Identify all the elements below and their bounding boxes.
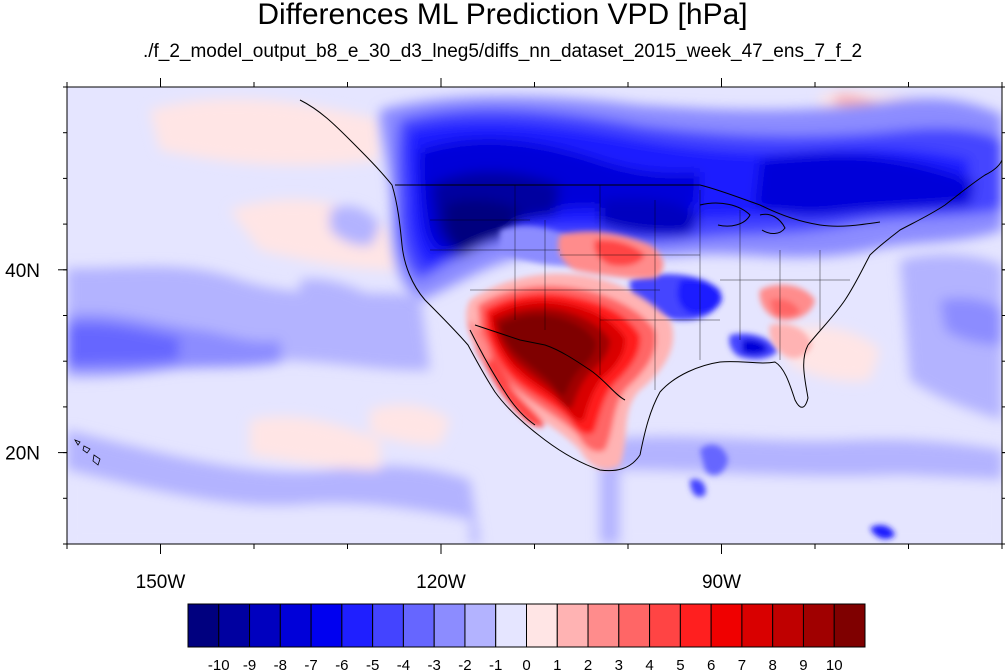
- colorbar-swatch: [618, 603, 651, 648]
- colorbar-label: -5: [366, 657, 379, 672]
- lon-tick-label: 90W: [702, 572, 741, 593]
- colorbar-swatch: [802, 603, 835, 648]
- colorbar-label: -8: [274, 657, 287, 672]
- colorbar-label: 10: [826, 657, 843, 672]
- axis-ticks: [58, 78, 1005, 554]
- colorbar-label: 9: [799, 657, 807, 672]
- lat-tick-label: 20N: [5, 444, 40, 465]
- colorbar-swatch: [772, 603, 804, 648]
- colorbar-label: 0: [522, 657, 530, 672]
- colorbar-swatch: [495, 603, 527, 648]
- colorbar-label: -6: [335, 657, 348, 672]
- map-title: Differences ML Prediction VPD [hPa]: [257, 0, 748, 31]
- map-subtitle: ./f_2_model_output_b8_e_30_d3_lneg5/diff…: [142, 41, 863, 62]
- colorbar-swatch: [833, 603, 866, 648]
- colorbar-label: -10: [208, 657, 230, 672]
- colorbar-swatch: [741, 603, 774, 648]
- colorbar-swatch: [433, 603, 466, 648]
- colorbar-label: -4: [397, 657, 410, 672]
- lon-tick-label: 150W: [136, 572, 186, 593]
- colorbar-swatch: [587, 603, 620, 648]
- colorbar-label: -2: [458, 657, 471, 672]
- axis-tick-labels: 150W 120W 90W 40N 20N: [5, 261, 741, 593]
- colorbar-swatch: [649, 603, 681, 648]
- vpd-difference-field: [67, 92, 1002, 544]
- colorbar-swatch: [556, 603, 589, 648]
- colorbar-label: 4: [645, 657, 653, 672]
- colorbar: -10 -9 -8 -7 -6 -5 -4 -3 -2 -1 0 1 2 3 4 5 6 7 8 9 10: [187, 603, 866, 672]
- lat-tick-label: 40N: [5, 261, 40, 282]
- colorbar-label: 7: [738, 657, 746, 672]
- colorbar-swatch: [464, 603, 497, 648]
- colorbar-swatch: [218, 603, 251, 648]
- colorbar-swatch: [710, 603, 743, 648]
- colorbar-label: 1: [553, 657, 561, 672]
- colorbar-label: -3: [428, 657, 441, 672]
- colorbar-swatch: [187, 603, 220, 648]
- colorbar-swatch: [372, 603, 404, 648]
- colorbar-label: -1: [489, 657, 502, 672]
- colorbar-swatch: [249, 603, 281, 648]
- colorbar-swatch: [402, 603, 435, 648]
- colorbar-swatch: [526, 603, 558, 648]
- colorbar-swatch: [279, 603, 312, 648]
- colorbar-swatch: [341, 603, 374, 648]
- colorbar-label: 2: [584, 657, 592, 672]
- colorbar-label: 3: [615, 657, 623, 672]
- colorbar-label: -9: [243, 657, 256, 672]
- lon-tick-label: 120W: [416, 572, 466, 593]
- colorbar-swatch: [310, 603, 343, 648]
- colorbar-label: 8: [769, 657, 777, 672]
- colorbar-swatch: [679, 603, 712, 648]
- colorbar-label: 6: [707, 657, 715, 672]
- colorbar-label: 5: [676, 657, 684, 672]
- colorbar-label: -7: [304, 657, 317, 672]
